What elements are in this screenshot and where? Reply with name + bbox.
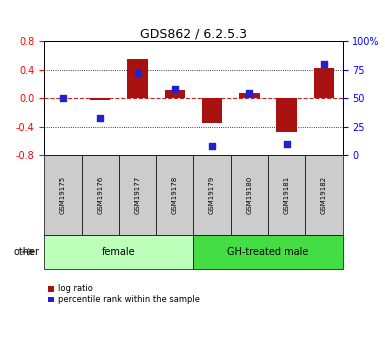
Text: GSM19182: GSM19182 [321, 176, 327, 214]
Text: GSM19179: GSM19179 [209, 176, 215, 214]
Text: GSM19177: GSM19177 [134, 176, 141, 214]
Text: log ratio: log ratio [58, 284, 93, 294]
Point [134, 70, 141, 76]
Text: GSM19180: GSM19180 [246, 176, 253, 214]
Text: other: other [13, 247, 40, 257]
Point [172, 87, 178, 92]
Text: GSM19178: GSM19178 [172, 176, 178, 214]
Point [321, 61, 327, 67]
Point [284, 141, 290, 147]
Bar [127, 59, 148, 98]
Point [60, 96, 66, 101]
Point [97, 115, 103, 120]
Text: GH-treated male: GH-treated male [228, 247, 309, 257]
Text: female: female [102, 247, 136, 257]
Text: GSM19176: GSM19176 [97, 176, 103, 214]
Bar [202, 98, 223, 123]
Point [246, 90, 253, 95]
Point [209, 144, 215, 149]
Bar [90, 98, 110, 100]
Bar [239, 92, 259, 98]
Text: GSM19181: GSM19181 [284, 176, 290, 214]
Bar [314, 68, 334, 98]
Title: GDS862 / 6.2.5.3: GDS862 / 6.2.5.3 [140, 27, 247, 40]
Bar [164, 90, 185, 98]
Bar [276, 98, 297, 132]
Text: percentile rank within the sample: percentile rank within the sample [58, 295, 200, 304]
Text: GSM19175: GSM19175 [60, 176, 66, 214]
